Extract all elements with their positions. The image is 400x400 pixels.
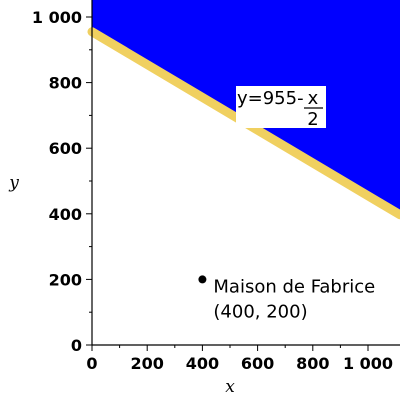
x-tick-label: 600	[241, 354, 274, 373]
y-axis-title: y	[8, 173, 19, 193]
point-label-name: Maison de Fabrice	[213, 276, 375, 297]
line-equation: y=955- x 2	[236, 86, 326, 130]
x-tick-label: 800	[296, 354, 329, 373]
y-tick-label: 600	[49, 139, 82, 158]
y-tick-label: 1 000	[32, 8, 82, 27]
x-tick-label: 400	[186, 354, 219, 373]
x-tick-label: 0	[86, 354, 97, 373]
y-tick-label: 800	[49, 74, 82, 93]
y-tick-label: 400	[49, 205, 82, 224]
x-axis-title: x	[225, 377, 235, 397]
equation-denominator: 2	[307, 109, 318, 130]
axes	[91, 0, 400, 346]
x-tick-label: 200	[130, 354, 163, 373]
house-point	[198, 275, 207, 284]
y-tick-label: 200	[49, 270, 82, 289]
point-label-coords: (400, 200)	[213, 301, 307, 322]
y-tick-label: 0	[71, 336, 82, 355]
equation-numerator: x	[308, 88, 319, 109]
equation-lhs: y=955-	[237, 88, 304, 109]
x-tick-label: 1 000	[343, 354, 393, 373]
ticks: 0 200 400 600 800 1 000 0 200 400 600 800 1 000	[32, 8, 393, 373]
